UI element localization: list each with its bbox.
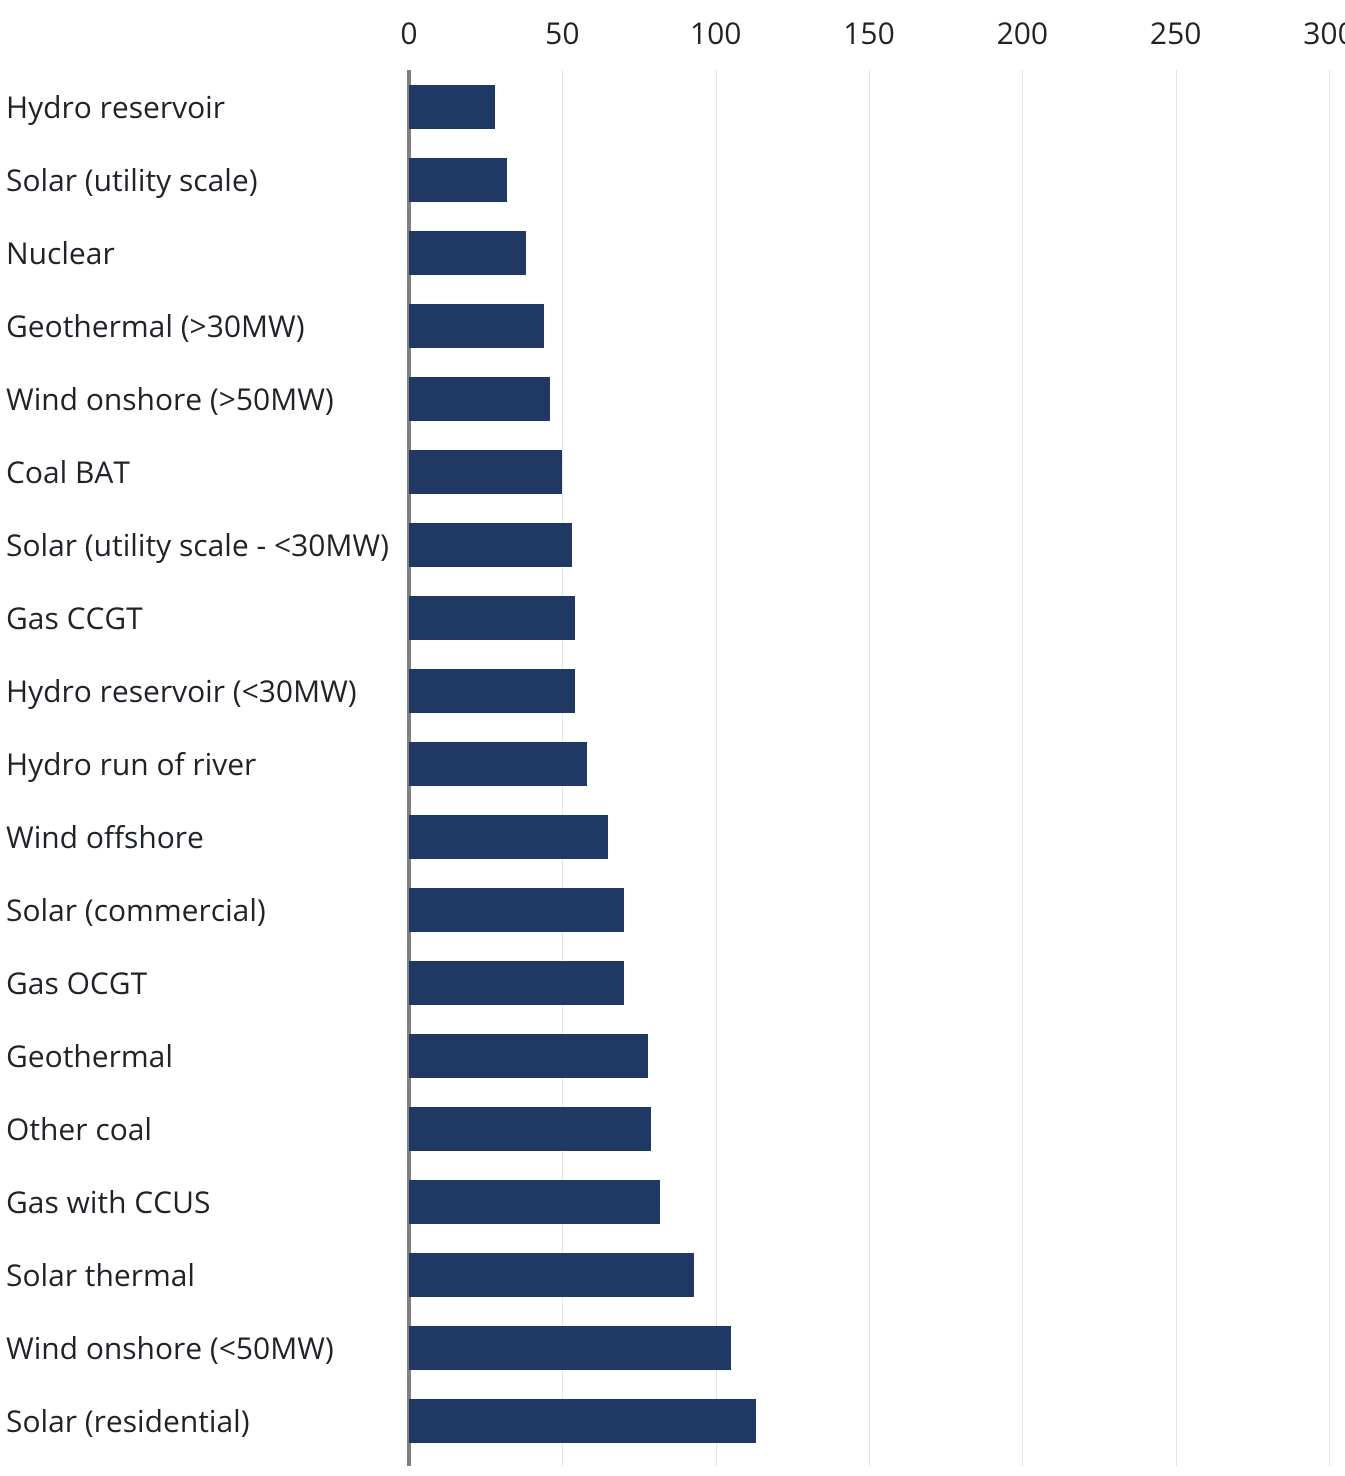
category-label-text: Solar thermal — [6, 1254, 195, 1295]
category-label-text: Hydro reservoir (<30MW) — [6, 670, 357, 711]
category-label-text: Wind onshore (>50MW) — [6, 378, 334, 419]
bar — [409, 1034, 648, 1078]
category-label: Solar (commercial) — [0, 873, 415, 946]
category-label-text: Coal BAT — [6, 451, 130, 492]
gridline — [1176, 70, 1177, 1466]
bar — [409, 1399, 756, 1443]
bar — [409, 1253, 694, 1297]
category-label: Hydro run of river — [0, 727, 415, 800]
category-label: Hydro reservoir (<30MW) — [0, 654, 415, 727]
x-axis-tick-label: 200 — [997, 12, 1048, 53]
category-label-text: Solar (utility scale) — [6, 159, 258, 200]
bar — [409, 1107, 651, 1151]
bar — [409, 231, 526, 275]
bar — [409, 888, 624, 932]
category-label: Wind onshore (<50MW) — [0, 1311, 415, 1384]
bar — [409, 669, 575, 713]
category-label-text: Gas with CCUS — [6, 1181, 210, 1222]
category-label: Geothermal (>30MW) — [0, 289, 415, 362]
category-label-text: Solar (residential) — [6, 1400, 250, 1441]
category-label: Wind onshore (>50MW) — [0, 362, 415, 435]
category-label: Gas CCGT — [0, 581, 415, 654]
category-label-text: Solar (utility scale - <30MW) — [6, 524, 389, 565]
category-label: Other coal — [0, 1092, 415, 1165]
category-label-text: Hydro reservoir — [6, 86, 225, 127]
x-axis-tick-label: 100 — [690, 12, 741, 53]
plot-area — [409, 70, 1329, 1466]
bar — [409, 961, 624, 1005]
x-axis-tick-label: 300 — [1303, 12, 1345, 53]
category-label: Solar (utility scale) — [0, 143, 415, 216]
category-label-text: Other coal — [6, 1108, 152, 1149]
category-label-text: Solar (commercial) — [6, 889, 266, 930]
gridline — [869, 70, 870, 1466]
category-label: Solar (residential) — [0, 1384, 415, 1457]
gridline — [716, 70, 717, 1466]
category-label: Solar (utility scale - <30MW) — [0, 508, 415, 581]
category-label: Solar thermal — [0, 1238, 415, 1311]
x-axis-tick-label: 0 — [400, 12, 417, 53]
bar — [409, 523, 572, 567]
category-label-text: Geothermal (>30MW) — [6, 305, 305, 346]
category-label: Geothermal — [0, 1019, 415, 1092]
x-axis-tick-label: 50 — [545, 12, 579, 53]
bar — [409, 158, 507, 202]
category-label: Gas with CCUS — [0, 1165, 415, 1238]
bar — [409, 85, 495, 129]
category-label-text: Nuclear — [6, 232, 115, 273]
category-label-text: Hydro run of river — [6, 743, 256, 784]
category-label-text: Geothermal — [6, 1035, 173, 1076]
bar — [409, 304, 544, 348]
category-label: Nuclear — [0, 216, 415, 289]
bar — [409, 450, 562, 494]
horizontal-bar-chart: 0 50 100 150 200 250 300 Hydro reservoir Solar (… — [0, 0, 1345, 1476]
category-label-text: Wind onshore (<50MW) — [6, 1327, 334, 1368]
bar — [409, 742, 587, 786]
bar — [409, 815, 608, 859]
bar — [409, 1180, 660, 1224]
category-label: Gas OCGT — [0, 946, 415, 1019]
bar — [409, 1326, 731, 1370]
category-label: Wind offshore — [0, 800, 415, 873]
category-label-text: Gas OCGT — [6, 962, 147, 1003]
gridline — [1329, 70, 1330, 1466]
category-label-text: Wind offshore — [6, 816, 204, 857]
x-axis-tick-label: 250 — [1150, 12, 1201, 53]
bar — [409, 377, 550, 421]
gridline — [1022, 70, 1023, 1466]
category-label: Coal BAT — [0, 435, 415, 508]
category-label-text: Gas CCGT — [6, 597, 143, 638]
category-label: Hydro reservoir — [0, 70, 415, 143]
bar — [409, 596, 575, 640]
x-axis-tick-label: 150 — [843, 12, 894, 53]
